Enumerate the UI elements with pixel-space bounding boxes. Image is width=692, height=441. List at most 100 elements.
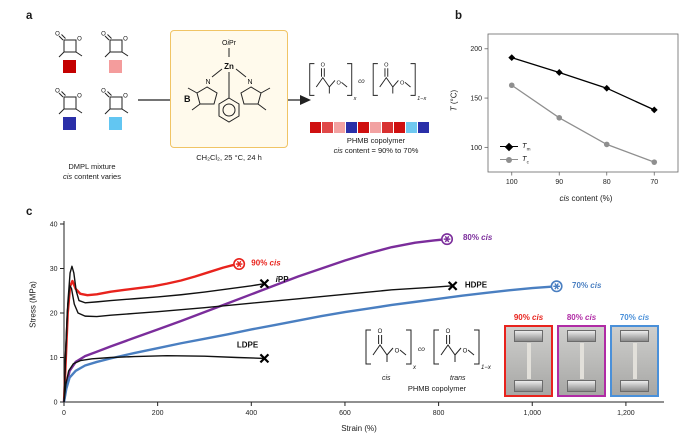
thermal-properties-chart: 100 150 200 100 90 80 70 — [470, 33, 679, 186]
svg-text:20: 20 — [50, 310, 58, 317]
svg-text:O: O — [55, 32, 60, 38]
sequence-square — [418, 122, 429, 133]
svg-text:200: 200 — [470, 46, 482, 53]
svg-text:O: O — [101, 32, 106, 38]
svg-text:O: O — [77, 37, 82, 43]
sequence-square — [346, 122, 357, 133]
legend-label-tm: Tm — [522, 141, 531, 152]
svg-text:co: co — [358, 79, 365, 85]
svg-text:O: O — [378, 329, 383, 335]
catalyst-b-label: B — [184, 94, 191, 104]
top-grip — [620, 330, 649, 342]
cis-label: cis — [382, 375, 391, 382]
series-Tc — [511, 84, 655, 163]
marker-Tm — [555, 69, 563, 76]
curve-LDPE — [63, 355, 265, 403]
product-name: PHMB copolymer — [346, 136, 406, 145]
sequence-square — [370, 122, 381, 133]
marker-Tc — [508, 82, 515, 89]
phmb-structure-inset: O O O O x co 1−x cis trans PHMB copolyme… — [362, 324, 512, 394]
specimen-label-70cis: 70% cis — [619, 313, 650, 322]
specimen-strip — [579, 343, 584, 379]
dmpl-monomer: O O — [98, 30, 132, 73]
marker-Tm — [508, 54, 516, 62]
svg-text:150: 150 — [470, 95, 482, 102]
tensile-test-photo — [504, 325, 553, 397]
svg-text:O: O — [395, 349, 400, 355]
thermal-legend: Tm Tc — [500, 140, 530, 166]
svg-text:O: O — [123, 94, 128, 100]
curve-70-cis — [62, 285, 557, 403]
tensile-test-photo — [557, 325, 606, 397]
legend-line — [500, 142, 518, 151]
oipr-label: OiPr — [222, 40, 237, 47]
svg-text:80: 80 — [603, 179, 611, 186]
svg-text:O: O — [336, 81, 341, 87]
top-grip — [514, 330, 543, 342]
sequence-square — [394, 122, 405, 133]
bottom-grip — [514, 380, 543, 392]
specimen-photo-70cis: 70% cis — [610, 313, 659, 397]
svg-text:O: O — [77, 94, 82, 100]
svg-text:0: 0 — [62, 410, 66, 417]
svg-text:70: 70 — [650, 179, 658, 186]
curve-90-cis — [62, 262, 240, 403]
curve-label-80-cis: 80% cis — [463, 233, 493, 242]
tensile-test-photo — [610, 325, 659, 397]
product-cis-content: cis content = 90% to 70% — [333, 146, 419, 156]
svg-text:O: O — [400, 81, 405, 87]
curve-80-cis — [62, 237, 448, 403]
curve-HDPE — [63, 284, 453, 403]
svg-text:90: 90 — [555, 179, 563, 186]
svg-text:co: co — [418, 346, 425, 353]
legend-item-tc: Tc — [500, 153, 530, 166]
sequence-square — [334, 122, 345, 133]
curve-label-70-cis: 70% cis — [572, 281, 602, 290]
specimen-photo-80cis: 80% cis — [557, 313, 606, 397]
svg-text:1,200: 1,200 — [617, 410, 635, 417]
specimen-label-90cis: 90% cis — [513, 313, 544, 322]
product-caption: PHMB copolymer cis content = 90% to 70% — [298, 136, 454, 156]
monomer-color-square — [108, 117, 122, 130]
monomer-color-square — [62, 117, 76, 130]
beta-lactone-structure: O O — [101, 89, 129, 115]
svg-text:O: O — [321, 62, 326, 68]
beta-lactone-structure: O O — [101, 32, 129, 58]
end-marker-LDPE — [259, 353, 270, 364]
inset-structure-drawing: O O O O x co 1−x — [362, 324, 512, 375]
top-grip — [567, 330, 596, 342]
stress-strain-chart: 0 200 400 600 800 1,000 1,200 0 10 20 30 40 90% cis 8… — [50, 221, 664, 417]
phmb-repeat-unit-structure: O O O O x co 1−x — [309, 62, 426, 102]
specimen-strip — [526, 343, 531, 379]
svg-text:0: 0 — [54, 399, 58, 406]
series-Tm — [511, 57, 655, 111]
svg-text:600: 600 — [339, 410, 351, 417]
curve-iPP — [63, 265, 265, 403]
svg-text:200: 200 — [152, 410, 164, 417]
marker-Tm — [603, 84, 611, 92]
svg-text:1−x: 1−x — [417, 96, 426, 101]
end-marker-iPP — [259, 278, 270, 289]
nitrogen-atom-label: N — [247, 79, 252, 86]
beta-lactone-structure: O O — [55, 89, 83, 115]
catalyst-box: OiPr Zn N N B — [170, 30, 288, 148]
zinc-atom-label: Zn — [224, 62, 234, 71]
svg-text:40: 40 — [50, 221, 58, 228]
svg-text:30: 30 — [50, 266, 58, 273]
dmpl-caption-line1: DMPL mixture — [68, 162, 116, 171]
specimen-photos: 90% cis 80% cis 70% cis — [504, 313, 659, 397]
svg-text:100: 100 — [506, 179, 518, 186]
dmpl-caption-line2: cis content varies — [63, 172, 121, 182]
panel-b-label: b — [455, 10, 463, 22]
legend-line — [500, 157, 518, 163]
svg-text:O: O — [446, 329, 451, 335]
svg-text:O: O — [101, 89, 106, 95]
dmpl-monomer: O O — [52, 87, 86, 130]
product-structure: O O O O x co 1−x — [306, 58, 446, 106]
svg-text:400: 400 — [245, 410, 257, 417]
chart-b-xlabel: cis content (%) — [559, 194, 613, 203]
trans-label: trans — [450, 375, 466, 382]
curve-label-HDPE: HDPE — [465, 281, 488, 290]
specimen-strip — [632, 343, 637, 379]
svg-text:O: O — [384, 62, 389, 68]
